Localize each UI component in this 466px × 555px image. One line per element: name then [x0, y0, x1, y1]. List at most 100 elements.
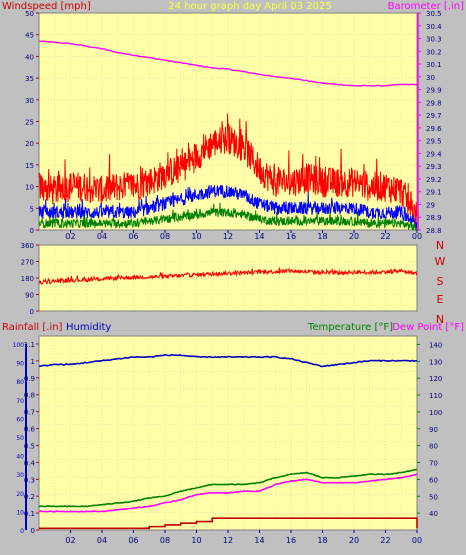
rainfall-tick-label: 0.4 — [24, 459, 36, 467]
climate-time-label: 08 — [160, 536, 170, 545]
barometer-tick-label: 30.2 — [426, 48, 442, 56]
rainfall-tick-label: 0.7 — [24, 409, 35, 417]
barometer-tick-label: 29.1 — [426, 189, 442, 197]
climate-time-label: 14 — [254, 536, 264, 545]
barometer-tick-label: 29.7 — [426, 112, 442, 120]
temperature-tick-label: 110 — [429, 392, 442, 400]
rainfall-tick-label: 1 — [31, 358, 35, 366]
windspeed-tick-label: 5 — [30, 205, 34, 213]
dewpoint-line — [38, 473, 418, 513]
wind-gust-line — [38, 113, 418, 229]
climate-grid — [39, 336, 417, 530]
climate-time-label: 20 — [349, 536, 359, 545]
wind-time-label: 06 — [128, 232, 138, 241]
humidity-tick-label: 40 — [16, 454, 24, 461]
climate-time-label: 18 — [317, 536, 327, 545]
windspeed-tick-label: 40 — [25, 53, 34, 61]
rainfall-tick-label: 0.3 — [24, 476, 35, 484]
wind-average-line — [38, 184, 418, 229]
barometer-tick-label: 29 — [426, 201, 435, 209]
windspeed-tick-label: 15 — [25, 162, 34, 170]
direction-series — [38, 267, 418, 285]
temperature-tick-label: 70 — [429, 460, 438, 468]
humidity-tick-label: 20 — [16, 491, 24, 498]
windspeed-tick-label: 45 — [25, 32, 34, 40]
barometer-tick-label: 29.4 — [426, 150, 442, 158]
rainfall-tick-label: 0.5 — [24, 442, 35, 450]
barometer-tick-label: 30.5 — [426, 10, 442, 18]
compass-label: E — [437, 293, 444, 306]
barometer-tick-label: 29.9 — [426, 87, 442, 95]
barometer-tick-label: 28.9 — [426, 214, 442, 222]
humidity-tick-label: 70 — [16, 398, 24, 405]
wind-time-label: 02 — [65, 232, 75, 241]
wind-direction-line — [38, 267, 418, 285]
climate-time-label: 22 — [380, 536, 390, 545]
windspeed-axis: 0 5 10 15 20 25 30 35 40 45 50 — [25, 10, 39, 235]
wind-time-label: 16 — [286, 232, 296, 241]
rainfall-label: Rainfall [.in] — [2, 322, 63, 333]
wind-time-label: 00 — [412, 232, 422, 241]
compass-label: W — [435, 255, 446, 268]
climate-time-axis: 02 04 06 08 10 12 14 16 18 20 22 00 — [65, 530, 422, 545]
wind-time-label: 12 — [223, 232, 233, 241]
barometer-tick-label: 29.6 — [426, 125, 442, 133]
climate-time-label: 06 — [128, 536, 138, 545]
barometer-label: Barometer [.in] — [388, 1, 464, 12]
humidity-label: Humidity — [66, 322, 111, 333]
direction-tick-label: 270 — [21, 259, 34, 267]
wind-time-label: 14 — [254, 232, 264, 241]
temperature-tick-label: 80 — [429, 443, 438, 451]
rainfall-tick-label: 0.9 — [24, 375, 35, 383]
compass-label: N — [436, 239, 444, 252]
temperature-tick-label: 100 — [429, 409, 442, 417]
barometer-tick-label: 30.4 — [426, 23, 442, 31]
wind-time-label: 04 — [97, 232, 107, 241]
humidity-tick-label: 60 — [16, 416, 24, 423]
temperature-tick-label: 140 — [429, 341, 442, 349]
compass-label: S — [437, 275, 444, 288]
rainfall-tick-label: 0 — [31, 527, 35, 535]
barometer-tick-label: 29.3 — [426, 163, 442, 171]
windspeed-tick-label: 0 — [30, 227, 34, 235]
barometer-tick-label: 29.2 — [426, 176, 442, 184]
temperature-tick-label: 50 — [429, 493, 438, 501]
humidity-line — [38, 353, 418, 368]
wind-time-label: 22 — [380, 232, 390, 241]
climate-time-label: 04 — [97, 536, 107, 545]
windspeed-tick-label: 25 — [25, 119, 34, 127]
windspeed-tick-label: 10 — [25, 184, 34, 192]
wind-low-line — [38, 202, 418, 232]
temperature-line — [38, 468, 418, 508]
rainfall-tick-label: 0.6 — [24, 426, 36, 434]
rainfall-tick-label: 0.8 — [24, 392, 35, 400]
wind-time-label: 18 — [317, 232, 327, 241]
climate-time-label: 12 — [223, 536, 233, 545]
wind-time-label: 20 — [349, 232, 359, 241]
barometer-tick-label: 30 — [426, 74, 435, 82]
direction-tick-label: 0 — [30, 308, 34, 316]
temperature-tick-label: 90 — [429, 426, 438, 434]
windspeed-tick-label: 30 — [25, 97, 34, 105]
humidity-tick-label: 90 — [16, 361, 24, 368]
barometer-line — [38, 40, 418, 87]
direction-axis: 0 90 180 270 360 — [21, 242, 39, 316]
barometer-tick-label: 28.8 — [426, 227, 442, 235]
barometer-tick-label: 30.3 — [426, 36, 442, 44]
humidity-tick-label: 80 — [16, 379, 24, 386]
barometer-tick-label: 30.1 — [426, 61, 442, 69]
temperature-tick-label: 40 — [429, 510, 438, 518]
direction-tick-label: 360 — [21, 242, 34, 250]
wind-series — [38, 40, 418, 232]
climate-series — [38, 353, 418, 530]
graph-title: 24 hour graph day April 03 2025 — [168, 1, 331, 12]
windspeed-label: Windspeed [mph] — [2, 1, 91, 12]
climate-time-label: 00 — [412, 536, 422, 545]
barometer-axis: 28.8 28.9 29 29.1 29.2 29.3 29.4 29.5 29.6 29.7 29… — [417, 10, 442, 235]
humidity-tick-label: 0 — [20, 528, 24, 535]
windspeed-tick-label: 20 — [25, 140, 34, 148]
temperature-axis: 40 50 60 70 80 90 100 110 120 130 140 — [417, 341, 442, 518]
humidity-tick-label: 10 — [16, 509, 24, 516]
direction-tick-label: 90 — [25, 292, 34, 300]
direction-grid — [39, 245, 417, 311]
